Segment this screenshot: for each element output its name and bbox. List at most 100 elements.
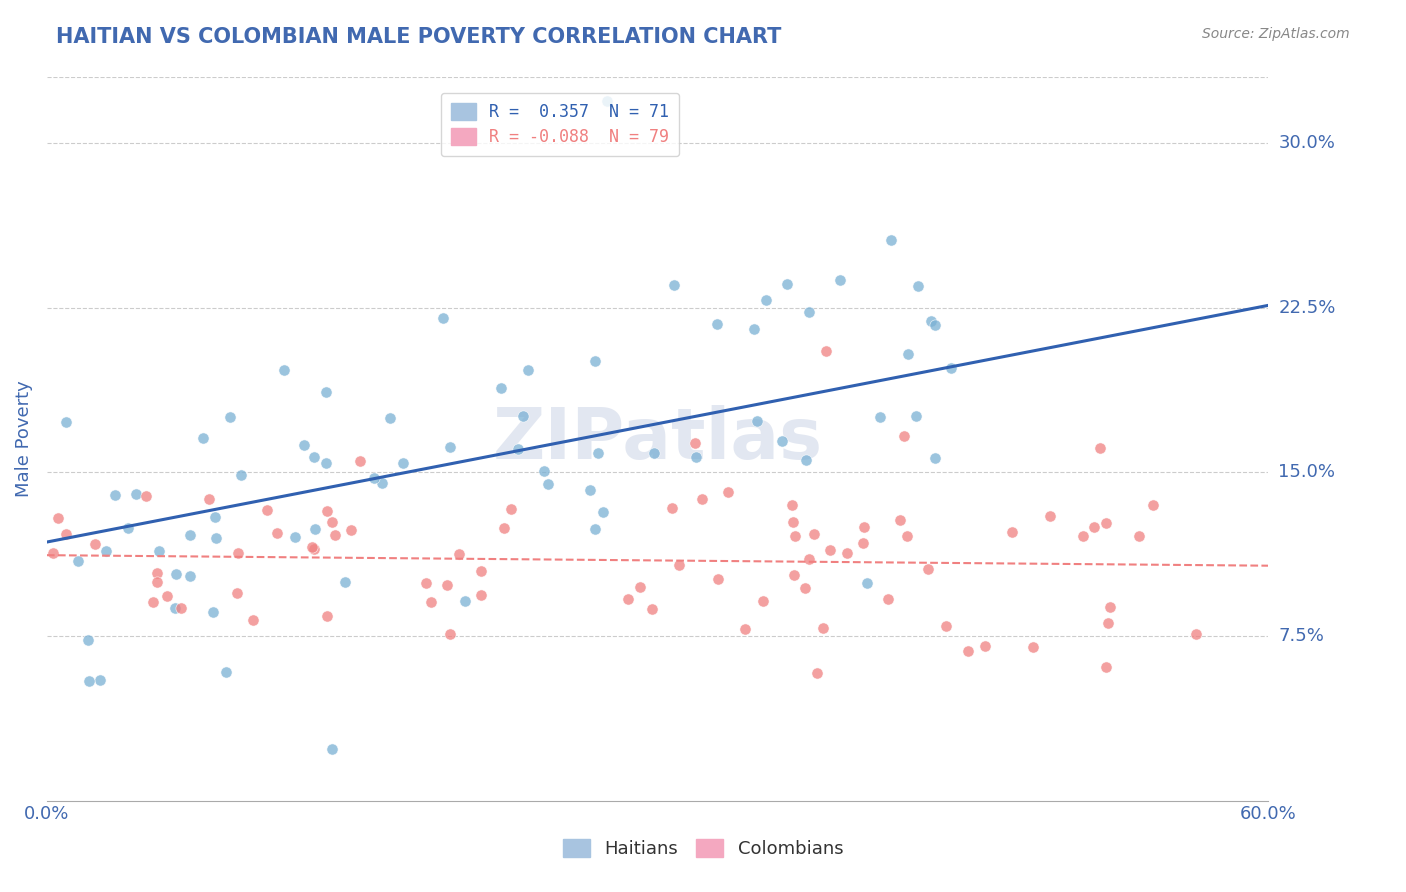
Point: [449, 547, 471, 561]
Point: [333, 575, 356, 590]
Point: [301, 540, 323, 554]
Point: [156, 589, 179, 603]
Y-axis label: Male Poverty: Male Poverty: [15, 381, 32, 498]
Point: [125, 486, 148, 500]
Point: [596, 94, 619, 108]
Point: [67, 554, 90, 568]
Point: [231, 468, 253, 483]
Text: 22.5%: 22.5%: [1278, 299, 1336, 317]
Point: [799, 305, 821, 319]
Point: [148, 544, 170, 558]
Text: Source: ZipAtlas.com: Source: ZipAtlas.com: [1202, 27, 1350, 41]
Point: [592, 505, 614, 519]
Point: [707, 572, 730, 586]
Point: [755, 293, 778, 307]
Point: [782, 516, 804, 530]
Point: [179, 528, 201, 542]
Text: 30.0%: 30.0%: [1278, 134, 1336, 153]
Point: [537, 477, 560, 491]
Text: HAITIAN VS COLOMBIAN MALE POVERTY CORRELATION CHART: HAITIAN VS COLOMBIAN MALE POVERTY CORREL…: [56, 27, 782, 46]
Point: [439, 627, 461, 641]
Point: [578, 483, 600, 497]
Point: [225, 585, 247, 599]
Point: [745, 414, 768, 428]
Point: [218, 410, 240, 425]
Point: [1088, 441, 1111, 455]
Text: 15.0%: 15.0%: [1278, 463, 1336, 481]
Point: [315, 385, 337, 400]
Point: [797, 551, 820, 566]
Point: [191, 431, 214, 445]
Point: [742, 322, 765, 336]
Point: [815, 343, 838, 358]
Point: [273, 363, 295, 377]
Point: [79, 674, 101, 689]
Point: [924, 318, 946, 333]
Point: [1098, 599, 1121, 614]
Point: [907, 278, 929, 293]
Point: [683, 436, 706, 450]
Point: [142, 595, 165, 609]
Point: [640, 602, 662, 616]
Point: [371, 475, 394, 490]
Point: [55, 527, 77, 541]
Point: [316, 504, 339, 518]
Point: [794, 453, 817, 467]
Point: [1022, 640, 1045, 654]
Point: [813, 621, 835, 635]
Point: [323, 528, 346, 542]
Point: [432, 310, 454, 325]
Point: [1184, 627, 1206, 641]
Legend: Haitians, Colombians: Haitians, Colombians: [555, 831, 851, 865]
Point: [1142, 499, 1164, 513]
Point: [436, 578, 458, 592]
Point: [266, 525, 288, 540]
Point: [226, 546, 249, 560]
Point: [242, 613, 264, 627]
Point: [806, 665, 828, 680]
Point: [855, 575, 877, 590]
Point: [470, 588, 492, 602]
Point: [42, 546, 65, 560]
Point: [179, 569, 201, 583]
Point: [830, 273, 852, 287]
Point: [392, 456, 415, 470]
Point: [163, 601, 186, 615]
Point: [533, 464, 555, 478]
Point: [204, 510, 226, 524]
Point: [316, 609, 339, 624]
Point: [1097, 616, 1119, 631]
Point: [506, 442, 529, 456]
Point: [893, 429, 915, 443]
Point: [586, 446, 609, 460]
Point: [770, 434, 793, 449]
Point: [643, 446, 665, 460]
Point: [1038, 509, 1060, 524]
Point: [135, 489, 157, 503]
Point: [77, 632, 100, 647]
Point: [363, 471, 385, 485]
Point: [104, 488, 127, 502]
Point: [776, 277, 799, 292]
Point: [852, 520, 875, 534]
Point: [717, 484, 740, 499]
Point: [583, 354, 606, 368]
Point: [302, 450, 325, 464]
Point: [783, 529, 806, 543]
Point: [783, 567, 806, 582]
Point: [84, 537, 107, 551]
Point: [349, 454, 371, 468]
Point: [935, 619, 957, 633]
Point: [1095, 516, 1118, 530]
Point: [512, 409, 534, 423]
Point: [304, 542, 326, 557]
Point: [583, 522, 606, 536]
Point: [939, 360, 962, 375]
Point: [889, 513, 911, 527]
Point: [415, 575, 437, 590]
Point: [617, 591, 640, 606]
Point: [752, 593, 775, 607]
Point: [340, 523, 363, 537]
Point: [117, 521, 139, 535]
Point: [920, 314, 942, 328]
